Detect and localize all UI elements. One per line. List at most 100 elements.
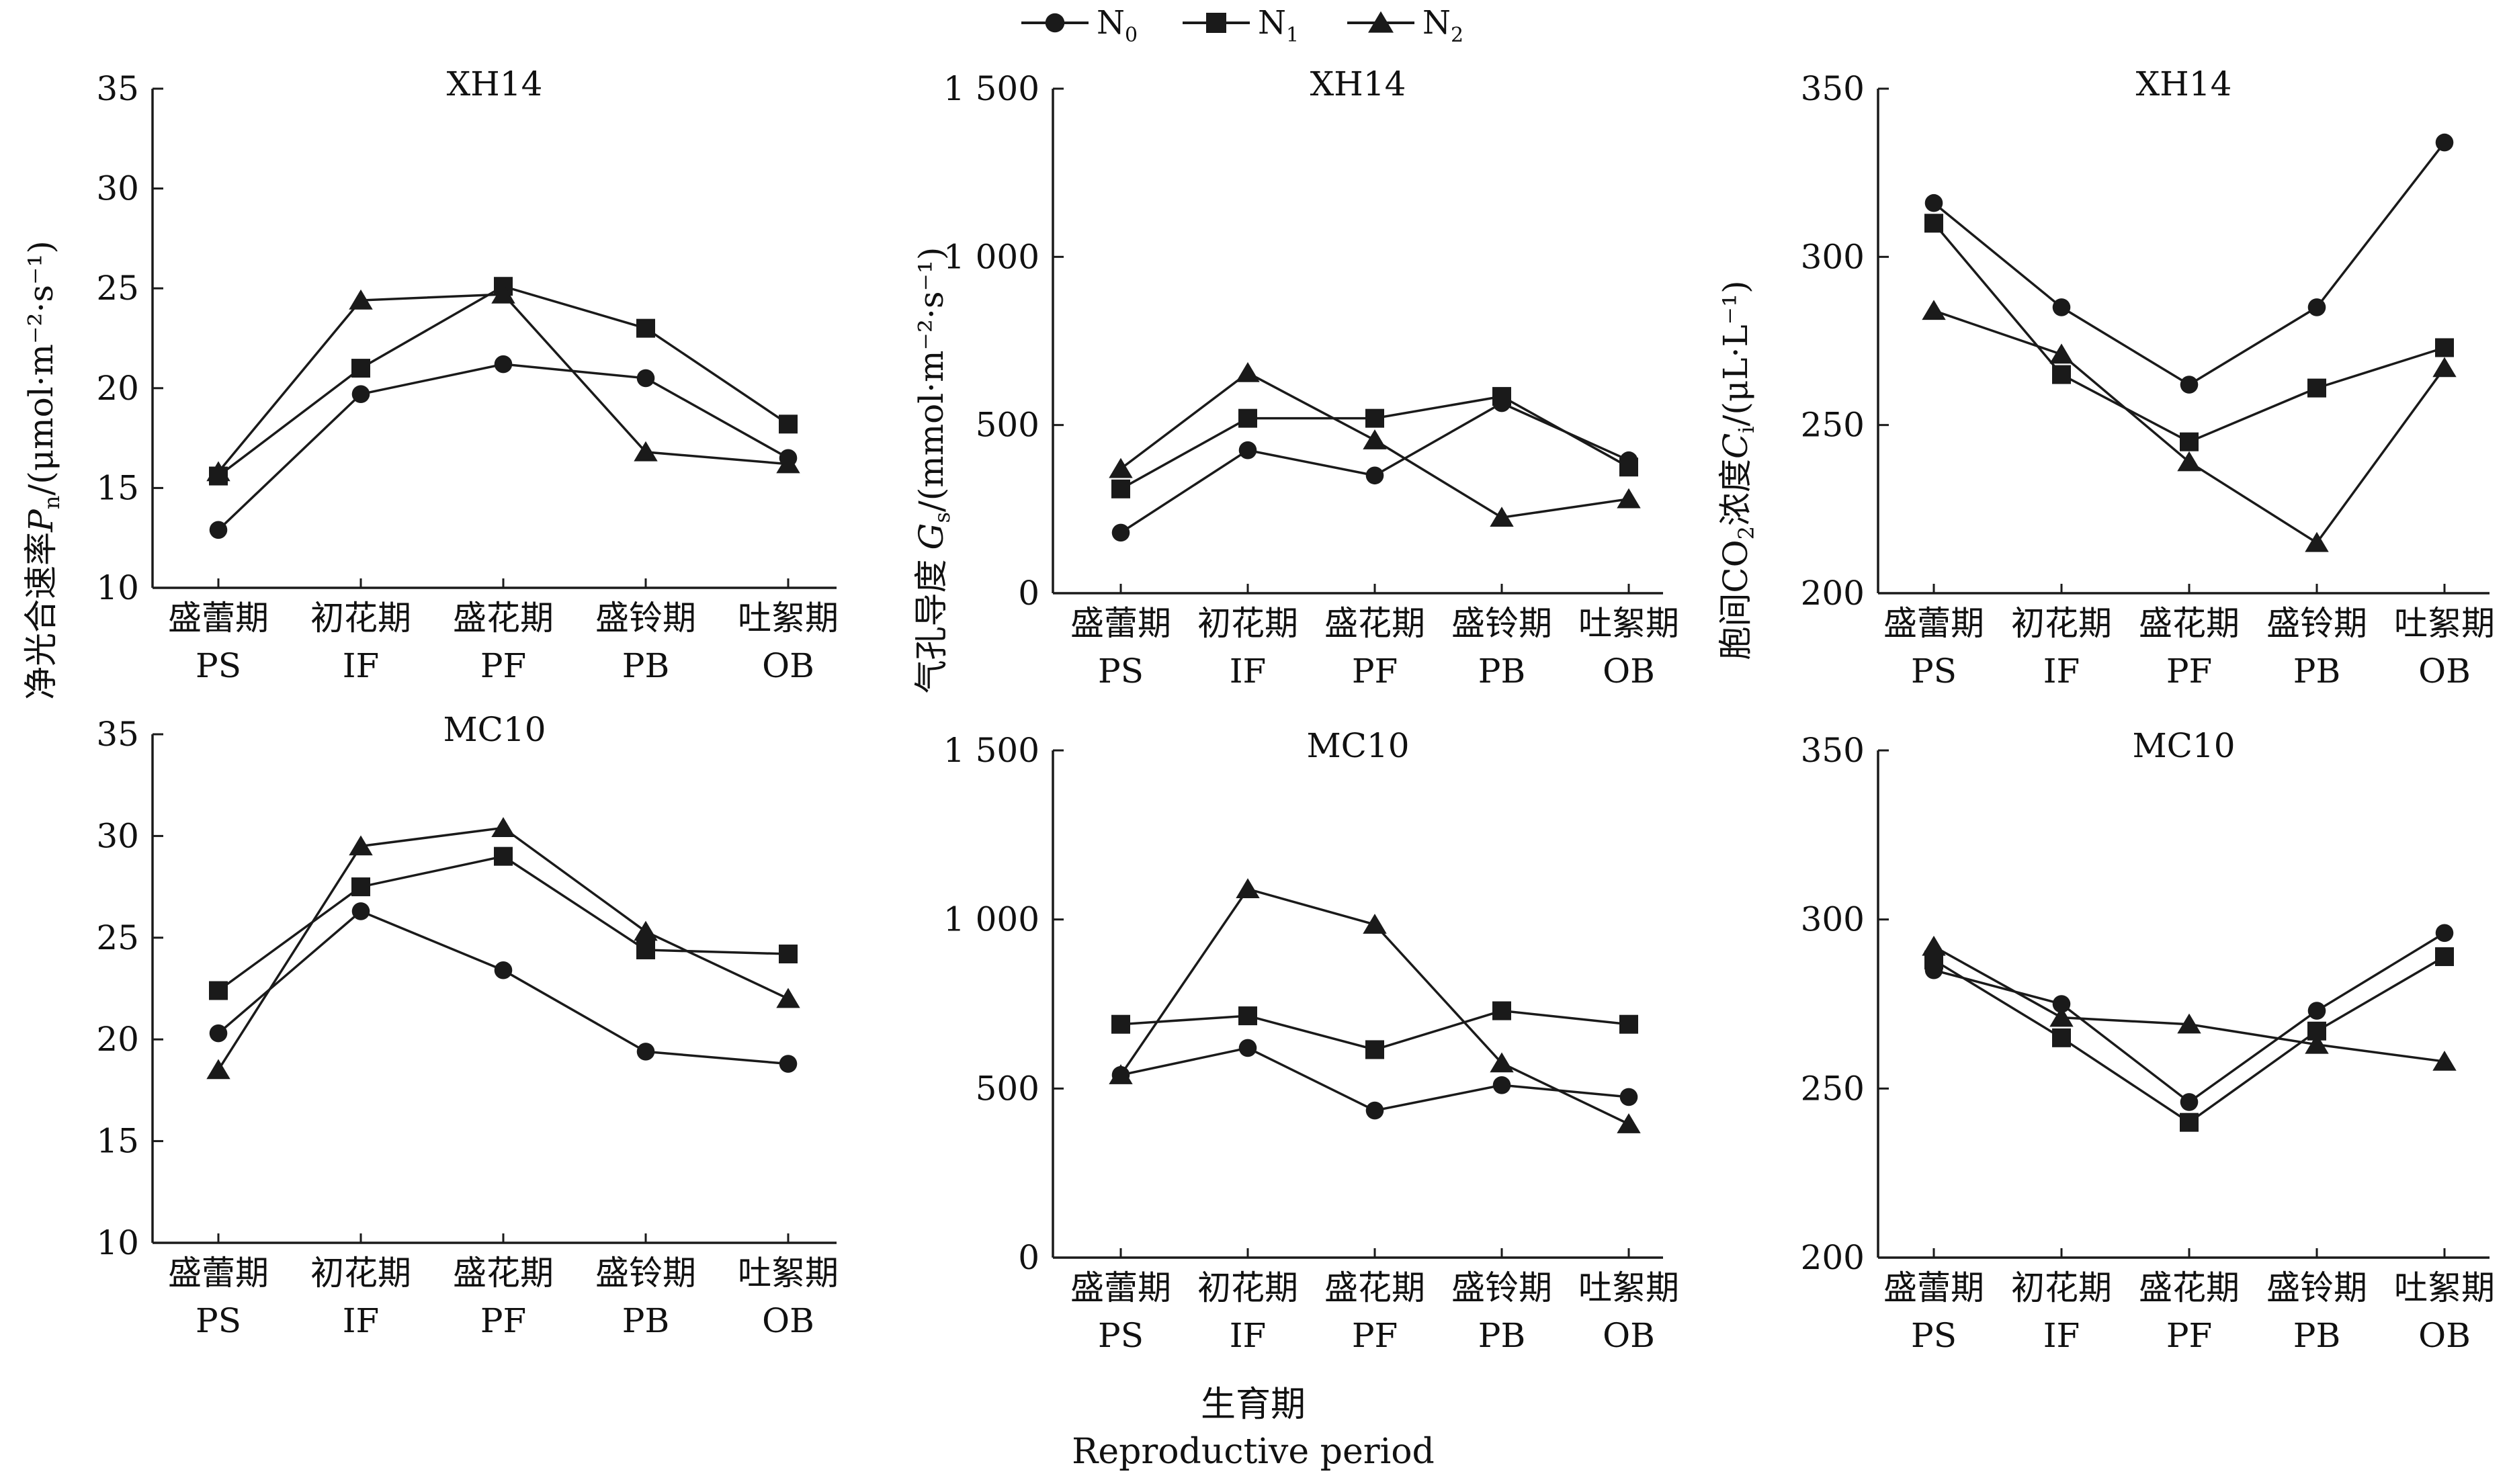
- x-tick-label-en: PB: [2293, 652, 2340, 691]
- data-point: [636, 369, 655, 388]
- y-label-gs-main: 气孔导度: [912, 559, 951, 693]
- data-point: [1365, 408, 1384, 428]
- x-tick-label: 盛花期: [2139, 1268, 2240, 1307]
- y-label-pn-sym: P: [22, 509, 60, 533]
- x-tick-label: 盛蕾期: [1883, 604, 1984, 643]
- y-tick-label: 25: [96, 918, 139, 957]
- data-point: [1924, 193, 1943, 212]
- data-point: [776, 988, 800, 1008]
- data-point: [1238, 441, 1257, 460]
- panel-pn-mc10: 10 15 20 25 30 35 盛蕾期 PS 初花期 IF 盛花期 PF 盛铃期 PB 吐絮期 OB MC1…: [96, 710, 839, 1340]
- panel-ci-xh14: 200 250 300 350 盛蕾期 PS 初花期 IF 盛花期 PF 盛铃期 PB 吐絮期 OB XH1…: [1801, 64, 2495, 691]
- data-point: [1111, 523, 1130, 542]
- y-tick-label: 0: [1018, 1238, 1039, 1277]
- x-tick-label-en: OB: [2418, 1316, 2471, 1355]
- x-tick-label-en: PS: [196, 646, 241, 685]
- data-point: [1922, 300, 1946, 320]
- x-tick-label-en: OB: [1603, 1316, 1655, 1355]
- series-n1: [1111, 387, 1638, 498]
- legend-marker: [1368, 11, 1394, 33]
- panel-title: MC10: [1306, 726, 1409, 765]
- data-point: [351, 385, 370, 404]
- x-axis-label-zh: 生育期: [1201, 1385, 1306, 1425]
- data-point: [636, 940, 655, 959]
- x-tick-label-en: IF: [2043, 652, 2080, 691]
- data-point: [1617, 488, 1641, 509]
- panel-title: MC10: [2132, 726, 2235, 765]
- x-tick-label: 盛蕾期: [1070, 1268, 1171, 1307]
- y-tick-label: 15: [96, 468, 139, 507]
- legend-marker: [1206, 13, 1226, 33]
- x-tick-label-en: IF: [1230, 652, 1266, 691]
- data-point: [1238, 1039, 1257, 1057]
- x-tick-label: 盛花期: [1324, 604, 1425, 643]
- data-point: [491, 817, 515, 837]
- data-point: [1363, 429, 1387, 449]
- x-tick-label-en: IF: [343, 1301, 379, 1340]
- y-tick-label: 10: [96, 1223, 139, 1262]
- data-point: [2177, 1013, 2201, 1034]
- data-point: [1492, 387, 1511, 406]
- series-n2: [1922, 300, 2457, 552]
- data-point: [776, 453, 800, 474]
- series-n0: [209, 355, 798, 539]
- panel-title: XH14: [1310, 64, 1406, 103]
- data-point: [2180, 1112, 2199, 1132]
- data-point: [636, 1043, 655, 1061]
- data-point: [1365, 1101, 1384, 1120]
- series-line: [1933, 945, 2445, 1063]
- data-point: [1111, 1014, 1130, 1034]
- y-label-pn-main: 净光合速率: [22, 532, 60, 700]
- x-tick-label: 盛铃期: [2266, 1268, 2367, 1307]
- y-axis-label-pn: 净光合速率Pn/(μmol·m⁻²·s⁻¹): [22, 241, 65, 700]
- legend-label: N0: [1097, 4, 1138, 47]
- series-line: [217, 363, 789, 531]
- data-point: [206, 1059, 230, 1080]
- x-tick-label: 初花期: [310, 599, 411, 638]
- y-tick-label: 20: [96, 369, 139, 408]
- data-point: [2307, 378, 2326, 398]
- data-point: [209, 1024, 228, 1043]
- data-point: [1109, 457, 1133, 478]
- y-tick-label: 200: [1801, 1238, 1865, 1277]
- data-point: [1238, 408, 1257, 428]
- data-point: [209, 981, 228, 1000]
- data-point: [2052, 365, 2071, 384]
- panel-gs-mc10: 0 500 1 000 1 500 盛蕾期 PS 初花期 IF 盛花期 PF 盛铃期 PB 吐絮期 OB M…: [943, 726, 1679, 1355]
- y-tick-label: 30: [96, 816, 139, 855]
- x-tick-label-en: PS: [196, 1301, 241, 1340]
- x-tick-label: 盛铃期: [1451, 1268, 1552, 1307]
- legend-item-n2: N2: [1347, 4, 1463, 47]
- legend-label: N1: [1258, 4, 1299, 47]
- x-tick-label-en: PS: [1098, 652, 1144, 691]
- x-tick-label: 盛花期: [2139, 604, 2240, 643]
- y-tick-label: 350: [1801, 731, 1865, 770]
- y-tick-label: 250: [1801, 406, 1865, 445]
- x-tick-label-en: PS: [1911, 652, 1957, 691]
- series-n2: [206, 283, 800, 482]
- y-tick-label: 300: [1801, 900, 1865, 939]
- series-n1: [1924, 947, 2454, 1132]
- y-label-ci-main: 浓度: [1716, 459, 1755, 526]
- x-tick-label: 盛铃期: [1451, 604, 1552, 643]
- data-point: [779, 414, 798, 434]
- y-tick-label: 350: [1801, 69, 1865, 108]
- y-label-pn-sub: n: [39, 496, 65, 510]
- y-tick-label: 0: [1018, 574, 1039, 613]
- x-tick-label: 盛蕾期: [1070, 604, 1171, 643]
- data-point: [1492, 1001, 1511, 1020]
- data-point: [2435, 338, 2454, 357]
- y-label-ci-unit: /(μL·L⁻¹): [1716, 280, 1755, 426]
- y-label-gs-sym: G: [912, 523, 951, 550]
- panel-ci-mc10: 200 250 300 350 盛蕾期 PS 初花期 IF 盛花期 PF 盛铃期 PB 吐絮期 OB MC1…: [1801, 726, 2495, 1355]
- data-point: [209, 521, 228, 539]
- legend-marker: [1045, 13, 1065, 33]
- series-line: [1932, 142, 2446, 386]
- data-point: [1922, 935, 1946, 956]
- data-point: [1492, 1076, 1511, 1094]
- series-n2: [1109, 878, 1641, 1133]
- y-tick-label: 20: [96, 1020, 139, 1059]
- data-point: [1236, 361, 1260, 382]
- data-point: [2307, 1002, 2326, 1020]
- series-line: [217, 293, 789, 473]
